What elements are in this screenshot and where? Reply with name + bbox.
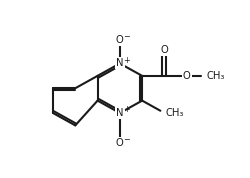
Text: +: +	[124, 56, 130, 65]
Text: CH₃: CH₃	[165, 108, 184, 118]
Text: N: N	[116, 108, 124, 118]
Text: O: O	[183, 71, 190, 81]
Text: CH₃: CH₃	[206, 71, 225, 81]
Text: O: O	[160, 45, 168, 55]
Text: O: O	[116, 138, 124, 148]
Text: −: −	[123, 32, 130, 41]
Text: O: O	[116, 35, 124, 44]
Text: N: N	[116, 58, 124, 69]
Text: −: −	[123, 135, 130, 144]
Text: +: +	[124, 105, 130, 114]
